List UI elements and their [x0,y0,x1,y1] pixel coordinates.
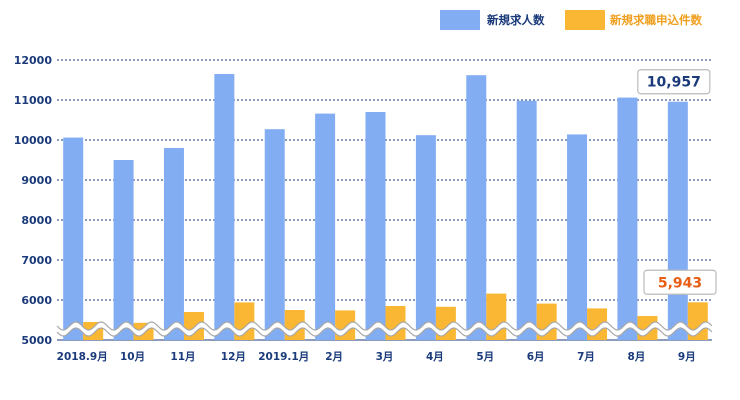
x-tick-label: 4月 [426,351,444,363]
bar-new-job-openings [617,97,638,340]
y-tick-label: 12000 [14,54,53,67]
y-tick-label: 6000 [21,294,52,307]
callout-box [637,69,711,95]
callout-box [643,269,717,295]
callouts: 10,957 5,943 [637,69,717,295]
x-tick-label: 10月 [120,351,145,363]
bar-new-job-openings [113,160,134,340]
y-tick-label: 7000 [21,254,52,267]
y-axis-ticks: 5000 6000 7000 8000 9000 10000 11000 12000 [14,54,53,347]
bar-new-job-openings [415,135,436,340]
x-tick-label: 2月 [325,351,343,363]
x-axis-ticks: 2018.9月 10月 11月 12月 2019.1月 2月 3月 4月 5月 6月 7月 8月 9月 [57,351,696,363]
bar-new-job-openings [567,134,588,340]
legend-swatch-new-applications [565,10,605,30]
y-tick-label: 9000 [21,174,52,187]
bar-new-job-openings [63,137,84,340]
callout-value: 5,943 [658,275,702,291]
y-tick-label: 8000 [21,214,52,227]
legend: 新規求人数 新規求職申込件数 [440,10,702,30]
callout-value: 10,957 [647,75,701,91]
axis-break [56,321,713,337]
bar-new-job-openings [667,101,688,340]
x-tick-label: 3月 [376,351,394,363]
x-tick-label: 6月 [527,351,545,363]
axis-break-band [57,322,712,336]
bar-new-job-openings [214,74,235,340]
bar-new-job-openings [466,75,487,340]
axis-break-line [56,327,713,337]
legend-label-new-job-openings: 新規求人数 [487,13,545,27]
bar-new-job-openings [516,100,537,340]
bars [63,74,708,340]
bar-new-job-openings [365,112,386,340]
x-tick-label: 2018.9月 [57,351,108,363]
x-tick-label: 7月 [577,351,595,363]
x-tick-label: 8月 [628,351,646,363]
y-tick-label: 10000 [14,134,53,147]
bar-new-job-openings [264,129,285,340]
y-tick-label: 5000 [21,334,52,347]
x-tick-label: 2019.1月 [258,351,309,363]
x-tick-label: 5月 [476,351,494,363]
y-tick-label: 11000 [14,94,53,107]
bar-new-job-openings [163,148,184,340]
legend-swatch-new-job-openings [440,10,480,30]
legend-label-new-applications: 新規求職申込件数 [610,13,702,27]
x-tick-label: 11月 [170,351,195,363]
x-tick-label: 9月 [678,351,696,363]
bar-new-job-openings [315,113,336,340]
axis-break-line [56,321,713,331]
x-tick-label: 12月 [221,351,246,363]
